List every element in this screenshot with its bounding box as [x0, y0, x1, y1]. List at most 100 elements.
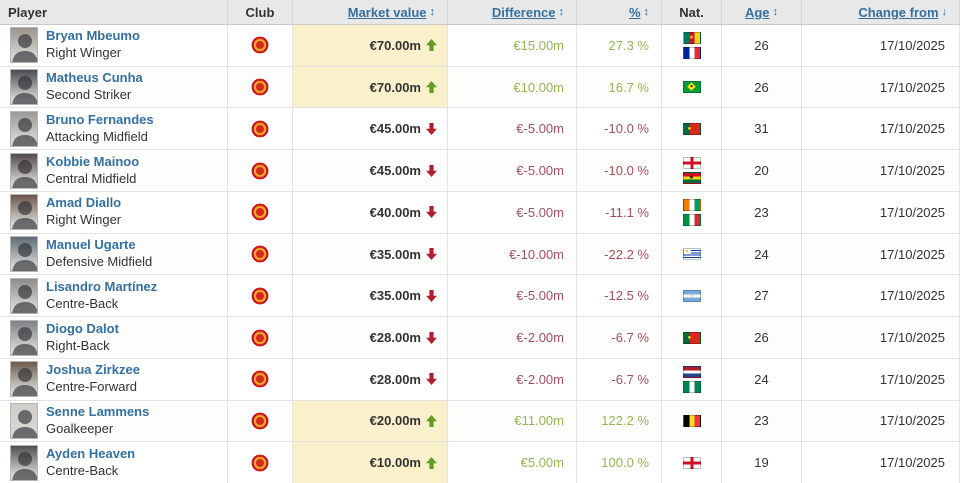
change-from-date: 17/10/2025 [802, 358, 960, 400]
table-row: Ayden Heaven Centre-Back €10.00m €5.00m [0, 442, 960, 483]
percent-cell: -22.2 % [577, 233, 662, 275]
percent-value: -6.7 % [611, 371, 649, 387]
difference-value: €-5.00m [516, 288, 564, 304]
player-name-link[interactable]: Bruno Fernandes [46, 111, 154, 127]
player-photo[interactable] [10, 194, 38, 231]
player-name-link[interactable]: Kobbie Mainoo [46, 153, 140, 169]
sort-age-link[interactable]: Age ↕ [744, 4, 779, 20]
percent-cell: 27.3 % [577, 25, 662, 66]
club-crest-icon[interactable] [251, 454, 269, 472]
player-position: Right Winger [46, 212, 122, 228]
col-header-difference: Difference ↕ [448, 0, 577, 24]
col-header-club-label: Club [245, 4, 275, 20]
market-value-up-arrow-icon [426, 456, 437, 469]
percent-value: 100.0 % [601, 455, 649, 471]
club-cell [228, 108, 293, 150]
club-crest-icon[interactable] [251, 287, 269, 305]
percent-cell: -6.7 % [577, 317, 662, 358]
player-position: Right-Back [46, 337, 110, 353]
player-name-link[interactable]: Manuel Ugarte [46, 237, 136, 253]
table-row: Lisandro Martínez Centre-Back €35.00m €-… [0, 275, 960, 318]
club-crest-icon[interactable] [251, 412, 269, 430]
difference-cell: €-5.00m [448, 275, 577, 317]
player-photo[interactable] [10, 236, 38, 273]
player-photo[interactable] [10, 152, 38, 189]
player-photo[interactable] [10, 69, 38, 106]
flag-brazil-icon: ◆ ● [682, 81, 701, 94]
sort-both-icon: ↕ [558, 6, 565, 18]
nationality-cell [662, 400, 722, 442]
player-photo[interactable] [10, 277, 38, 314]
player-cell: Amad Diallo Right Winger [0, 191, 228, 233]
club-crest-icon[interactable] [251, 78, 269, 96]
player-photo[interactable] [10, 402, 38, 439]
player-name-link[interactable]: Amad Diallo [46, 195, 122, 211]
club-crest-icon[interactable] [251, 329, 269, 347]
sort-difference-link[interactable]: Difference ↕ [491, 4, 565, 20]
difference-cell: €15.00m [448, 25, 577, 66]
player-name-link[interactable]: Lisandro Martínez [46, 278, 158, 294]
nationality-cell: ★ [662, 25, 722, 66]
nationality-cell: ● [662, 233, 722, 275]
table-row: Bruno Fernandes Attacking Midfield €45.0… [0, 108, 960, 151]
sort-percent-link[interactable]: % ↕ [628, 4, 649, 20]
age-cell: 31 [722, 108, 802, 150]
player-name-link[interactable]: Diogo Dalot [46, 320, 119, 336]
flag-belgium-icon [682, 414, 701, 427]
age-cell: 26 [722, 66, 802, 108]
club-crest-icon[interactable] [251, 162, 269, 180]
market-value-down-arrow-icon [426, 122, 437, 135]
change-from-date: 17/10/2025 [802, 317, 960, 358]
club-crest-icon[interactable] [251, 120, 269, 138]
col-header-player-label: Player [8, 4, 48, 20]
table-row: Senne Lammens Goalkeeper €20.00m €11.00m [0, 400, 960, 443]
difference-cell: €-5.00m [448, 150, 577, 191]
change-from-date: 17/10/2025 [802, 25, 960, 66]
market-value: €35.00m [369, 246, 421, 262]
percent-cell: -12.5 % [577, 275, 662, 317]
player-photo[interactable] [10, 444, 38, 481]
percent-value: 16.7 % [608, 79, 649, 95]
sort-change-from-link[interactable]: Change from ↓ [858, 4, 947, 20]
club-crest-icon[interactable] [251, 245, 269, 263]
player-name-link[interactable]: Matheus Cunha [46, 70, 143, 86]
market-value: €28.00m [369, 330, 421, 345]
nationality-cell [662, 191, 722, 233]
nationality-cell [662, 442, 722, 483]
percent-cell: -11.1 % [577, 191, 662, 233]
table-row: Matheus Cunha Second Striker €70.00m €10… [0, 66, 960, 109]
player-photo[interactable] [10, 110, 38, 147]
player-cell: Manuel Ugarte Defensive Midfield [0, 233, 228, 275]
market-value: €40.00m [369, 204, 421, 220]
club-crest-icon[interactable] [251, 203, 269, 221]
club-crest-icon[interactable] [251, 36, 269, 54]
percent-value: -10.0 % [604, 121, 649, 137]
table-body: Bryan Mbeumo Right Winger €70.00m €15.00… [0, 25, 960, 483]
sort-market-value-link[interactable]: Market value ↕ [347, 4, 435, 20]
difference-value: €10.00m [513, 79, 564, 95]
player-photo[interactable] [10, 361, 38, 398]
percent-value: -11.1 % [605, 204, 649, 220]
player-name-link[interactable]: Joshua Zirkzee [46, 362, 140, 378]
table-row: Manuel Ugarte Defensive Midfield €35.00m… [0, 233, 960, 276]
difference-value: €-5.00m [516, 121, 564, 137]
percent-cell: -10.0 % [577, 150, 662, 191]
table-header: Player Club Market value ↕ Difference ↕ … [0, 0, 960, 25]
player-photo[interactable] [10, 319, 38, 356]
player-cell: Diogo Dalot Right-Back [0, 317, 228, 358]
player-name-link[interactable]: Ayden Heaven [46, 445, 136, 461]
percent-cell: -10.0 % [577, 108, 662, 150]
club-crest-icon[interactable] [251, 370, 269, 388]
flag-italy-icon [682, 213, 701, 226]
player-photo[interactable] [10, 27, 38, 64]
player-cell: Joshua Zirkzee Centre-Forward [0, 358, 228, 400]
player-position: Central Midfield [46, 170, 137, 186]
col-header-market-value: Market value ↕ [293, 0, 448, 24]
percent-value: -10.0 % [604, 163, 649, 179]
age-cell: 23 [722, 191, 802, 233]
difference-value: €15.00m [513, 37, 564, 53]
player-name-link[interactable]: Bryan Mbeumo [46, 28, 140, 44]
change-from-date: 17/10/2025 [802, 233, 960, 275]
player-name-link[interactable]: Senne Lammens [46, 404, 150, 420]
